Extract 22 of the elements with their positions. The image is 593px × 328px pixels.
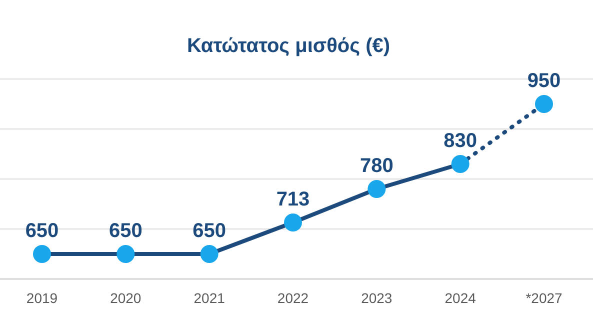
point <box>116 245 135 263</box>
chart-title: Κατώτατος μισθός (€) <box>186 35 390 57</box>
point <box>368 180 386 198</box>
x-tick-label: 2020 <box>110 290 142 306</box>
data-label: 780 <box>360 155 394 177</box>
x-tick-label: 2021 <box>194 290 226 306</box>
data-label: 950 <box>527 70 561 92</box>
x-tick-label: 2023 <box>361 290 392 306</box>
data-label: 650 <box>192 220 226 242</box>
x-tick-label: 2019 <box>26 290 58 306</box>
x-tick-label: *2027 <box>526 290 563 306</box>
data-label: 650 <box>108 220 142 242</box>
point <box>535 95 553 113</box>
x-tick-label: 2022 <box>277 290 309 306</box>
point <box>33 245 51 263</box>
data-label: 713 <box>276 188 310 210</box>
point <box>200 245 218 263</box>
point <box>284 214 302 232</box>
x-tick-label: 2024 <box>444 290 476 306</box>
data-label: 650 <box>25 220 59 242</box>
data-label: 830 <box>444 130 478 152</box>
point <box>451 155 470 173</box>
